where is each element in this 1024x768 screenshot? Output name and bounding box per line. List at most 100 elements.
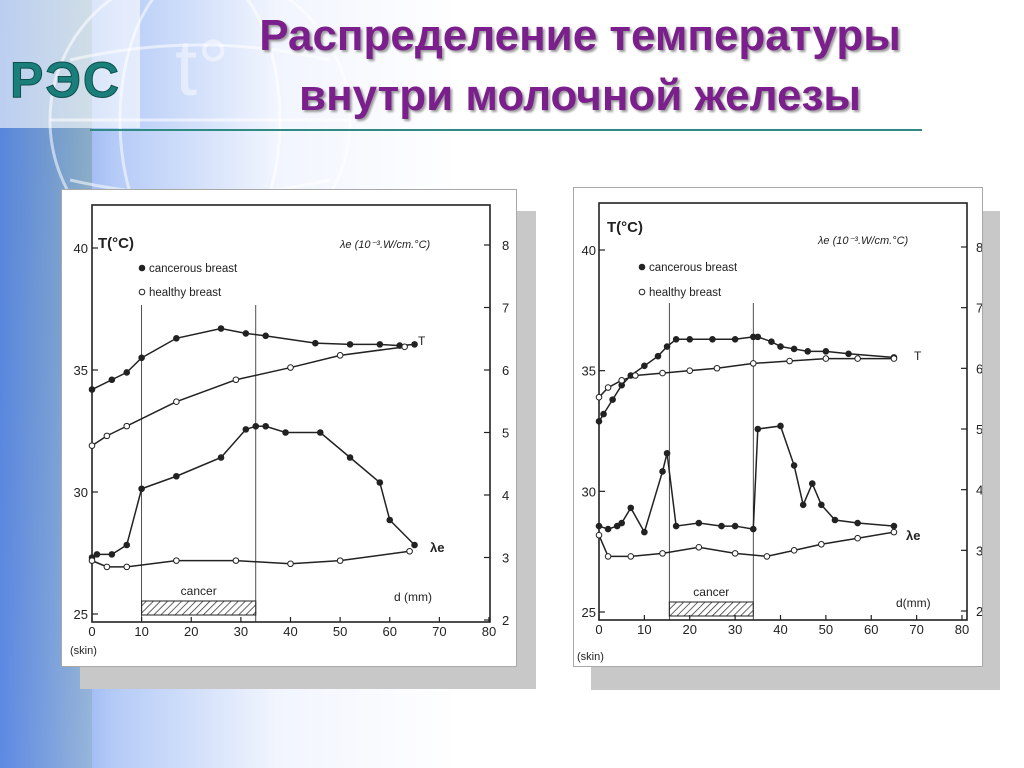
title-line-1: Распределение температуры	[259, 11, 901, 60]
chart2-data-point	[731, 335, 739, 343]
chart2-data-point	[618, 519, 625, 527]
chart1-curve-label-lambda: λe	[430, 540, 444, 555]
chart2-data-point	[659, 550, 666, 557]
chart1-x-tick-label: 0	[88, 624, 95, 639]
chart1-data-point	[123, 369, 131, 376]
chart2-data-point	[786, 357, 793, 365]
chart2-x-tick-label: 80	[955, 622, 969, 637]
chart2-data-point	[659, 468, 666, 475]
chart2-data-point	[831, 516, 839, 524]
chart1-left-tick-label: 30	[74, 485, 88, 500]
chart1-right-tick-label: 2	[502, 613, 509, 628]
chart2-y-left-label: T(°C)	[607, 219, 643, 236]
chart2-data-point	[686, 367, 694, 374]
logo-backdrop	[0, 0, 140, 128]
chart1-data-point	[346, 341, 354, 348]
chart1-data-point	[411, 541, 418, 549]
chart1-data-point	[262, 422, 269, 430]
chart2-right-tick-label: 8	[976, 240, 982, 255]
chart2-data-point	[799, 501, 807, 509]
chart1-data-point	[242, 330, 250, 337]
chart1-data-point	[173, 472, 180, 480]
chart1-data-point	[173, 334, 180, 342]
chart1-data-point	[217, 325, 225, 332]
chart2-left-tick-label: 30	[582, 484, 596, 499]
chart2-data-point	[808, 480, 816, 487]
chart2-data-point	[763, 553, 771, 560]
chart1-data-point	[376, 341, 384, 348]
chart1-data-point	[123, 422, 131, 430]
chart1-data-point	[312, 339, 319, 347]
chart2-data-point	[604, 525, 612, 533]
chart2-data-point	[604, 384, 612, 391]
chart2-x-tick-label: 30	[728, 622, 742, 637]
chart1-data-point	[88, 442, 96, 449]
chart2-plot-frame	[598, 202, 968, 621]
chart1-data-point	[123, 541, 131, 549]
chart1-data-point	[282, 429, 289, 436]
chart2-data-point	[804, 348, 812, 355]
chart2-data-point	[731, 522, 739, 530]
chart2-data-point	[641, 528, 648, 536]
chart2-data-point	[713, 364, 721, 372]
chart2-data-point	[754, 333, 762, 341]
chart1-data-point	[376, 479, 384, 486]
chart1-data-point	[406, 547, 413, 555]
chart1-right-tick-label: 4	[502, 488, 509, 503]
chart2-data-point	[595, 522, 603, 530]
chart2-data-point	[754, 425, 762, 433]
chart1-left-tick-label: 40	[74, 241, 88, 256]
chart2-data-point	[845, 350, 852, 358]
chart1-data-point	[123, 563, 131, 571]
chart1-left-tick-label: 25	[74, 607, 88, 622]
chart1-data-point	[262, 332, 269, 340]
chart2-right-tick-label: 5	[976, 422, 982, 437]
chart2-data-point	[854, 519, 861, 527]
chart2-data-point	[613, 522, 621, 530]
chart1-cancer-region-bar	[141, 600, 257, 616]
chart1-curve-label-T: T	[418, 334, 426, 348]
chart2-data-point	[659, 369, 666, 377]
chart-1-panel: 25 30 35 40 2 3 4 5 6 7 8 0 10 20 30 40 50 60 70 80 (skin) T(…	[61, 189, 517, 667]
chart1-data-point	[108, 376, 116, 384]
chart1-data-point	[108, 551, 116, 558]
title-line-2: внутри молочной железы	[299, 71, 861, 120]
chart2-data-point	[672, 522, 680, 530]
chart1-data-point	[173, 557, 180, 564]
chart2-data-point	[818, 540, 825, 548]
chart1-legend-entry: cancerous breast	[149, 263, 238, 275]
chart1-x-tick-label: 40	[283, 624, 297, 639]
chart1-skin-label: (skin)	[70, 645, 97, 657]
chart1-data-point	[88, 386, 96, 393]
chart1-series-line-4	[91, 550, 410, 568]
chart1-data-point	[173, 398, 180, 406]
chart2-data-point	[890, 355, 898, 362]
chart2-data-point	[822, 355, 830, 362]
chart2-left-tick-label: 40	[582, 243, 596, 258]
chart1-x-tick-label: 50	[333, 624, 347, 639]
chart2-data-point	[890, 528, 898, 536]
chart1-data-point	[138, 485, 145, 493]
chart2-series-line-3	[598, 425, 894, 535]
chart2-y-right-label: λe (10⁻³.W/cm.°C)	[817, 235, 909, 247]
chart2-curve-label-lambda: λe	[906, 528, 920, 543]
chart1-x-tick-label: 80	[482, 624, 496, 639]
chart2-data-point	[595, 418, 603, 425]
chart2-right-tick-label: 4	[976, 483, 982, 498]
chart2-data-point	[890, 522, 898, 530]
chart1-y-left-label: T(°C)	[98, 235, 134, 252]
chart1-series-line-3	[91, 425, 416, 559]
chart1-data-point	[287, 364, 294, 371]
chart2-data-point	[600, 410, 607, 418]
chart2-data-point	[854, 534, 861, 542]
chart1-data-point	[336, 557, 344, 564]
chart2-data-point	[604, 553, 612, 560]
chart2-data-point	[695, 544, 703, 551]
chart1-data-point	[401, 343, 408, 351]
chart2-data-point	[709, 335, 716, 343]
chart1-data-point	[138, 354, 145, 362]
chart1-legend-marker	[138, 288, 146, 296]
chart1-x-tick-label: 10	[134, 624, 148, 639]
chart1-data-point	[232, 557, 240, 564]
